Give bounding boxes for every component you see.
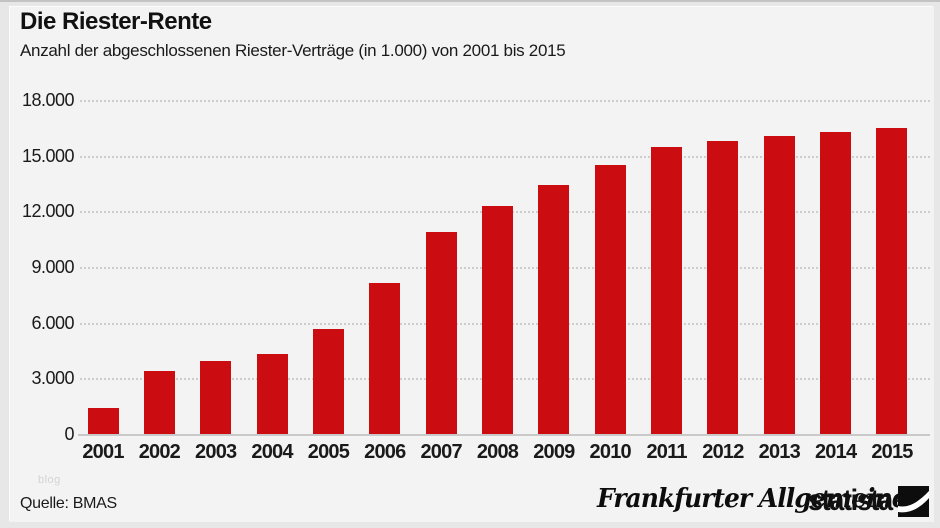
x-tick-label: 2001 bbox=[82, 441, 124, 463]
blog-watermark: blog bbox=[38, 474, 61, 486]
y-tick-label: 3.000 bbox=[31, 368, 74, 389]
x-tick-label: 2007 bbox=[420, 441, 462, 463]
x-tick-label: 2010 bbox=[589, 441, 632, 463]
bar-2013 bbox=[763, 136, 795, 434]
y-tick-label: 9.000 bbox=[31, 257, 74, 277]
bar-2014 bbox=[820, 131, 852, 434]
x-tick-label: 2003 bbox=[195, 441, 237, 463]
gridline bbox=[80, 100, 930, 102]
bar-2011 bbox=[651, 147, 683, 434]
gridline bbox=[80, 155, 930, 158]
y-tick-label: 6.000 bbox=[31, 312, 74, 333]
bar-2015 bbox=[876, 127, 908, 434]
x-tick-label: 2004 bbox=[251, 441, 293, 463]
bar-2005 bbox=[312, 329, 344, 434]
statista-swoosh-icon bbox=[898, 486, 929, 517]
bar-2002 bbox=[143, 370, 175, 434]
x-tick-label: 2015 bbox=[871, 441, 913, 463]
y-tick-label: 18.000 bbox=[21, 90, 75, 110]
bar-2010 bbox=[594, 164, 626, 434]
x-axis-baseline bbox=[78, 434, 930, 436]
bar-2007 bbox=[425, 231, 457, 434]
x-tick-label: 2005 bbox=[307, 441, 350, 463]
x-tick-label: 2011 bbox=[646, 441, 687, 463]
x-tick-label: 2006 bbox=[364, 441, 406, 463]
frame-top-edge bbox=[0, 0, 940, 2]
x-tick-label: 2008 bbox=[476, 441, 519, 463]
x-tick-label: 2012 bbox=[702, 441, 744, 463]
bar-2001 bbox=[87, 408, 119, 434]
y-tick-label: 12.000 bbox=[21, 201, 75, 222]
bar-2004 bbox=[256, 354, 288, 434]
bar-2003 bbox=[200, 360, 232, 434]
statista-wordmark: statista bbox=[808, 484, 893, 517]
frankfurter-allgemeine-logo: Frankfurter Allgemeine bbox=[597, 484, 908, 514]
bar-2008 bbox=[481, 205, 513, 434]
chart-subtitle: Anzahl der abgeschlossenen Riester-Vertr… bbox=[20, 41, 566, 60]
chart-title: Die Riester-Rente bbox=[20, 8, 212, 35]
x-tick-label: 2002 bbox=[138, 441, 181, 463]
x-tick-label: 2013 bbox=[758, 441, 801, 463]
source-label: Quelle: BMAS bbox=[20, 495, 117, 512]
y-tick-label: 15.000 bbox=[21, 145, 75, 166]
bar-2006 bbox=[369, 282, 401, 434]
x-tick-label: 2014 bbox=[814, 441, 857, 463]
y-tick-label: 0 bbox=[64, 424, 74, 444]
x-tick-label: 2009 bbox=[533, 441, 575, 463]
bar-2009 bbox=[538, 185, 570, 434]
bar-2012 bbox=[707, 140, 739, 434]
